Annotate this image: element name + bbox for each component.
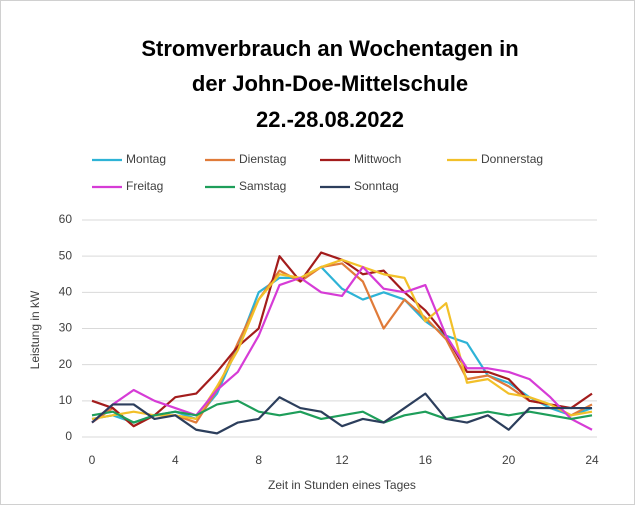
y-axis-label: Leistung in kW — [28, 290, 42, 369]
legend-label: Montag — [126, 152, 166, 166]
chart-title: der John-Doe-Mittelschule — [192, 71, 468, 96]
legend-label: Dienstag — [239, 152, 286, 166]
x-tick-label: 4 — [172, 453, 179, 467]
legend-label: Mittwoch — [354, 152, 401, 166]
x-tick-label: 0 — [89, 453, 96, 467]
x-tick-label: 16 — [419, 453, 433, 467]
y-tick-label: 10 — [59, 393, 73, 407]
x-axis-label: Zeit in Stunden eines Tages — [268, 478, 416, 492]
legend-label: Sonntag — [354, 179, 399, 193]
y-tick-label: 20 — [59, 357, 73, 371]
legend-label: Samstag — [239, 179, 286, 193]
y-tick-label: 30 — [59, 321, 73, 335]
x-tick-label: 20 — [502, 453, 516, 467]
legend-label: Freitag — [126, 179, 163, 193]
y-tick-label: 40 — [59, 285, 73, 299]
series-line — [91, 399, 593, 424]
legend-label: Donnerstag — [481, 152, 543, 166]
x-tick-label: 24 — [585, 453, 599, 467]
y-tick-label: 0 — [65, 429, 72, 443]
x-tick-label: 8 — [255, 453, 262, 467]
chart-title: Stromverbrauch an Wochentagen in — [141, 36, 518, 61]
y-tick-label: 50 — [59, 248, 73, 262]
series-line — [91, 392, 592, 435]
y-tick-label: 60 — [59, 212, 73, 226]
series-line — [91, 265, 593, 431]
x-tick-label: 12 — [335, 453, 349, 467]
chart-title: 22.-28.08.2022 — [256, 107, 404, 132]
